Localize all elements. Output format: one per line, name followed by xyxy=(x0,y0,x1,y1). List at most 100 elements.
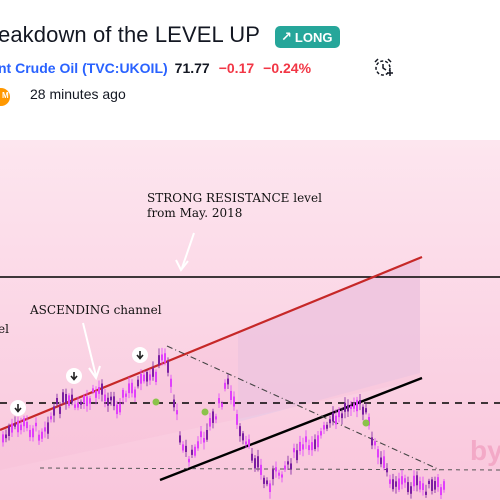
candle-body xyxy=(62,392,64,403)
candle-body xyxy=(92,388,94,392)
candle-body xyxy=(434,481,436,490)
symbol-row: nt Crude Oil (TVC:UKOIL) 71.77 −0.17 −0.… xyxy=(0,57,311,79)
candle-body xyxy=(305,436,307,443)
candle-body xyxy=(41,431,43,439)
candle-body xyxy=(344,402,346,412)
channel-lower-line xyxy=(159,376,423,482)
candle-body xyxy=(188,458,190,463)
candle-body xyxy=(407,482,409,493)
candle-body xyxy=(257,456,259,468)
candle-body xyxy=(107,397,109,406)
candle-body xyxy=(128,383,130,394)
candle-body xyxy=(428,480,430,485)
long-badge-label: LONG xyxy=(294,29,333,45)
candle-body xyxy=(338,409,340,418)
candle-body xyxy=(20,424,22,431)
candle-body xyxy=(362,406,364,415)
candle-body xyxy=(440,487,442,496)
candle-body xyxy=(23,418,25,427)
candle-body xyxy=(386,468,388,473)
candle-body xyxy=(176,410,178,415)
arrow-up-right-icon: ↗ xyxy=(281,29,292,44)
candle-body xyxy=(272,469,274,480)
candle-body xyxy=(32,428,34,438)
candle-body xyxy=(410,486,412,494)
candle-body xyxy=(425,491,427,495)
candle-body xyxy=(89,398,91,404)
candle-body xyxy=(26,421,28,429)
candle-body xyxy=(17,420,19,433)
candle-body xyxy=(374,441,376,446)
candle-body xyxy=(389,479,391,484)
candle-body xyxy=(365,408,367,413)
candle-body xyxy=(335,415,337,425)
candle-body xyxy=(152,368,154,377)
candle-body xyxy=(83,395,85,404)
candle-body xyxy=(56,397,58,405)
candle-body xyxy=(383,456,385,469)
candlestick-series xyxy=(2,347,445,499)
symbol-name-link[interactable]: nt Crude Oil xyxy=(0,60,79,76)
candle-body xyxy=(80,401,82,405)
candle-body xyxy=(149,374,151,381)
candle-body xyxy=(227,378,229,385)
candle-body xyxy=(2,434,4,443)
channel-upper-line xyxy=(0,255,423,432)
candle-body xyxy=(266,480,268,485)
alarm-clock-icon[interactable] xyxy=(372,56,394,78)
candle-body xyxy=(38,434,40,441)
candle-body xyxy=(218,398,220,404)
candle-body xyxy=(5,434,7,439)
candle-body xyxy=(416,475,418,486)
chart-image[interactable]: STRONG RESISTANCE level from May. 2018 A… xyxy=(0,140,500,500)
candle-body xyxy=(392,479,394,490)
candle-body xyxy=(254,458,256,469)
candle-body xyxy=(137,379,139,387)
candle-body xyxy=(143,374,145,382)
candle-body xyxy=(8,425,10,436)
chart-svg: STRONG RESISTANCE level from May. 2018 A… xyxy=(0,140,500,500)
candle-body xyxy=(329,419,331,424)
candle-body xyxy=(134,389,136,398)
author-avatar[interactable]: M xyxy=(0,88,10,106)
candle-body xyxy=(179,435,181,443)
idea-header: eakdown of the LEVEL UP ↗ LONG nt Crude … xyxy=(0,0,500,140)
candle-body xyxy=(170,378,172,387)
candle-body xyxy=(302,444,304,450)
candle-body xyxy=(35,422,37,427)
candle-body xyxy=(251,453,253,461)
candle-body xyxy=(11,423,13,433)
candle-body xyxy=(215,416,217,420)
candle-body xyxy=(437,477,439,488)
candle-body xyxy=(206,429,208,440)
candle-body xyxy=(146,372,148,382)
candle-body xyxy=(371,437,373,446)
candle-body xyxy=(167,361,169,373)
symbol-ticker-link[interactable]: (TVC:UKOIL) xyxy=(82,60,168,76)
resistance-label-line2: from May. 2018 xyxy=(147,206,242,220)
candle-body xyxy=(287,461,289,465)
channel-label: ASCENDING channel xyxy=(29,303,162,317)
long-badge[interactable]: ↗ LONG xyxy=(275,26,341,48)
candle-body xyxy=(248,439,250,447)
projection-zone xyxy=(238,257,420,422)
candle-body xyxy=(359,399,361,405)
candle-body xyxy=(185,445,187,452)
idea-title: eakdown of the LEVEL UP xyxy=(0,22,260,47)
candle-body xyxy=(125,393,127,397)
candle-body xyxy=(317,435,319,448)
candle-body xyxy=(311,442,313,451)
candle-body xyxy=(197,441,199,449)
candle-body xyxy=(77,402,79,408)
candle-body xyxy=(14,423,16,427)
candle-body xyxy=(350,406,352,410)
candle-body xyxy=(173,399,175,408)
candle-body xyxy=(290,463,292,470)
candle-body xyxy=(68,395,70,406)
candle-body xyxy=(281,474,283,478)
watermark: by xyxy=(470,435,500,466)
resistance-label-line1: STRONG RESISTANCE level xyxy=(147,191,322,205)
candle-body xyxy=(131,382,133,394)
candle-body xyxy=(404,478,406,483)
candle-body xyxy=(245,441,247,445)
